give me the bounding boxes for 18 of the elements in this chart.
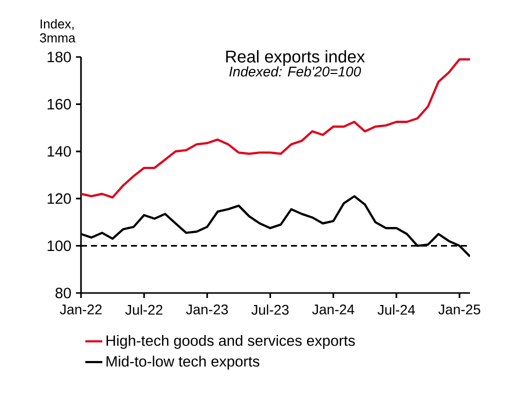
x-tick-label: Jan-25 [438, 304, 480, 314]
y-tick-label: 100 [48, 240, 71, 252]
y-tick-label: 140 [48, 146, 71, 157]
x-tick-label: Jan-23 [186, 304, 228, 314]
text: Indexed: Feb'20=100 [229, 66, 361, 76]
y-axis-title: Index, 3mma [40, 19, 76, 42]
x-tick-label: Jul-23 [251, 304, 289, 315]
chart-title: Real exports index [226, 50, 365, 66]
x-tick-label: Jul-24 [378, 304, 415, 315]
y-tick-label: 160 [48, 98, 71, 110]
x-tick-label: Jul-22 [125, 304, 162, 315]
y-tick-label: 180 [48, 52, 71, 62]
y-tick-label: 80 [56, 288, 71, 298]
x-tick-label: Jan-24 [312, 304, 354, 314]
legend-label: High-tech goods and services exports [106, 334, 355, 349]
x-tick-label: Jan-22 [60, 304, 102, 314]
legend-label: Mid-to-low tech exports [106, 356, 260, 370]
y-tick-label: 120 [48, 193, 71, 204]
